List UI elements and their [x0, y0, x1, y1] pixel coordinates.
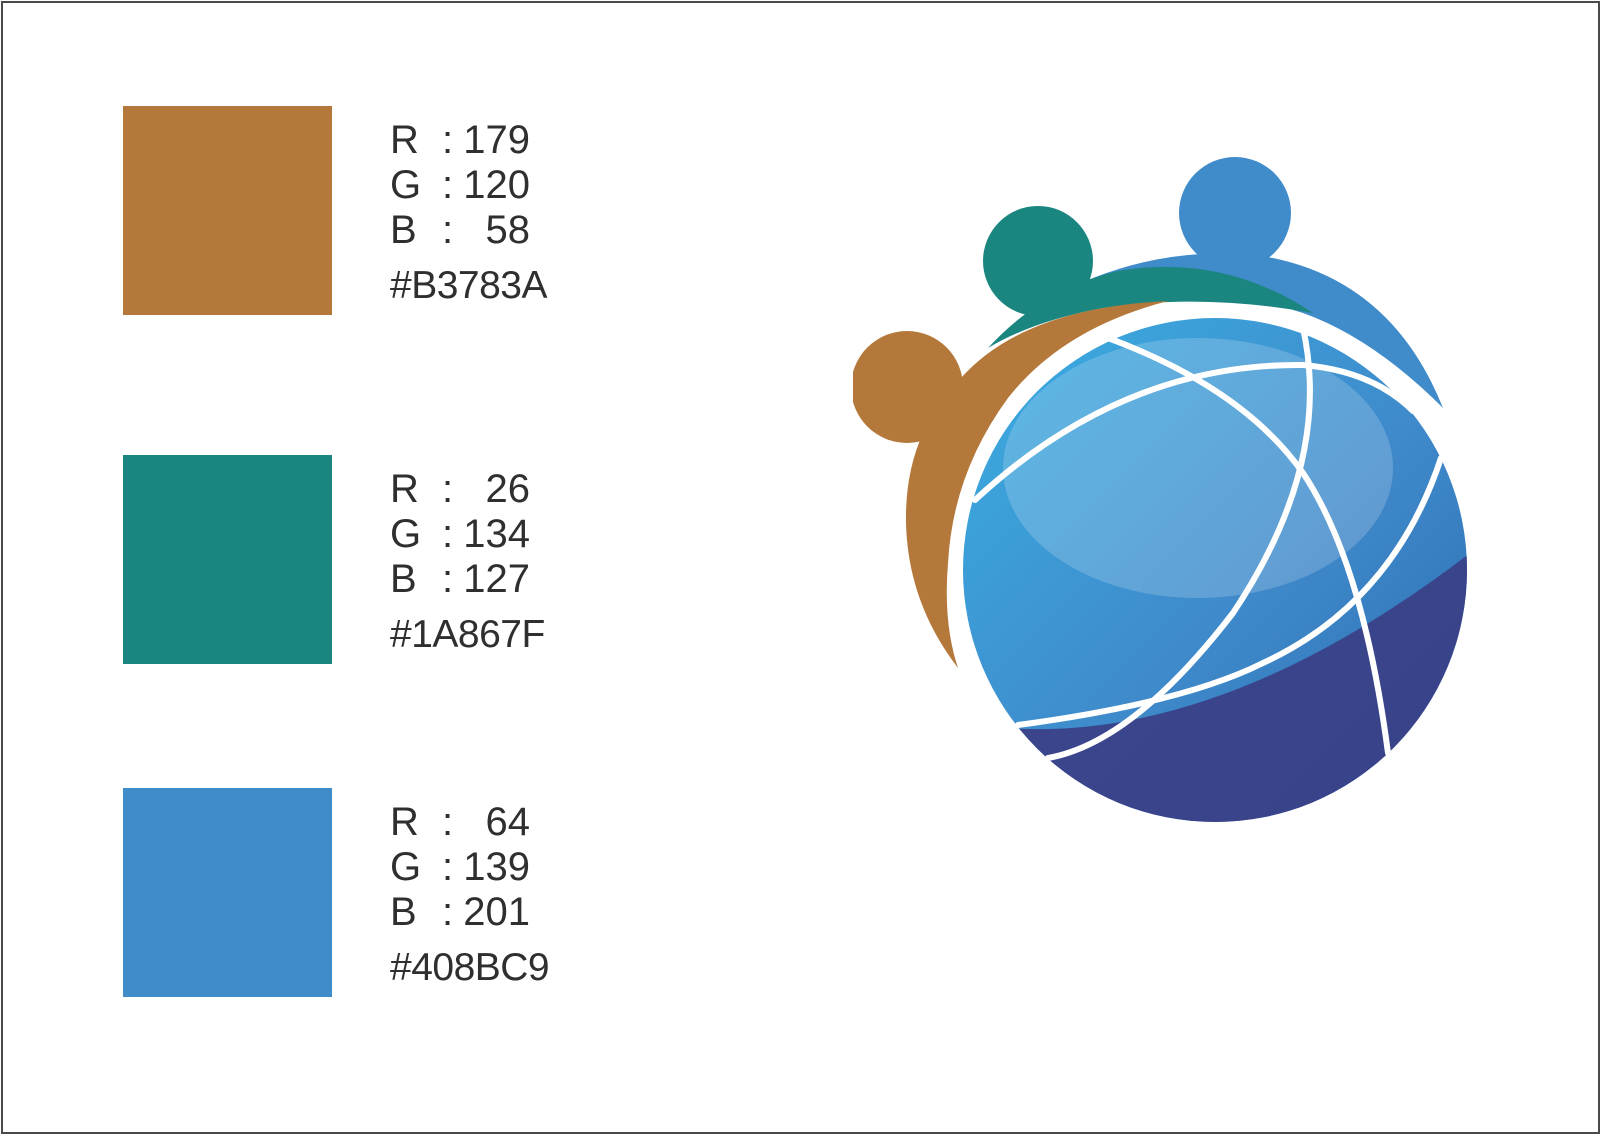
separator: :: [442, 890, 454, 934]
rgb-values: R : 26 G : 134 B : 127: [390, 467, 550, 602]
globe-dark-band: [963, 543, 1467, 822]
separator: :: [442, 118, 454, 162]
hex-code: #B3783A: [390, 264, 547, 307]
color-swatch: [123, 106, 332, 315]
separator: :: [442, 845, 454, 889]
rgb-row-blue: B : 127: [390, 557, 550, 602]
hex-code: #1A867F: [390, 613, 545, 656]
channel-value: 134: [463, 512, 530, 556]
channel-value: 58: [485, 208, 531, 252]
teal-figure-head: [983, 206, 1093, 316]
channel-label: R: [390, 118, 419, 162]
teal-figure-body: [988, 266, 1313, 348]
channel-label: G: [390, 512, 422, 556]
rgb-row-green: G : 134: [390, 512, 550, 557]
meridian-line: [1015, 455, 1444, 728]
rgb-row-red: R : 26: [390, 467, 550, 512]
meridian-line: [1105, 335, 1391, 756]
palette-entry-brown: R : 179 G : 120 B : 58 #B3783A: [123, 106, 623, 316]
color-swatch: [123, 788, 332, 997]
globe-people-logo: [853, 157, 1467, 822]
channel-value: 201: [463, 890, 530, 934]
separator: :: [442, 467, 454, 511]
separator: :: [442, 208, 454, 252]
rgb-row-red: R : 64: [390, 800, 550, 845]
hex-code: #408BC9: [390, 946, 550, 989]
globe: [963, 318, 1467, 822]
color-swatch: [123, 455, 332, 664]
palette-entry-blue: R : 64 G : 139 B : 201 #408BC9: [123, 788, 623, 998]
channel-value: 120: [463, 163, 530, 207]
palette-entry-teal: R : 26 G : 134 B : 127 #1A867F: [123, 455, 623, 665]
separator: :: [442, 512, 454, 556]
globe-meridians: [972, 325, 1444, 761]
channel-value: 64: [485, 800, 531, 844]
meridian-line: [1045, 325, 1313, 761]
rgb-values: R : 64 G : 139 B : 201: [390, 800, 550, 935]
rgb-row-green: G : 139: [390, 845, 550, 890]
channel-label: R: [390, 467, 419, 511]
channel-value: 179: [463, 118, 530, 162]
rgb-values: R : 179 G : 120 B : 58: [390, 118, 550, 253]
rgb-row-red: R : 179: [390, 118, 550, 163]
separator: :: [442, 163, 454, 207]
teal-figure: [983, 206, 1313, 348]
channel-label: B: [390, 208, 417, 252]
rgb-row-green: G : 120: [390, 163, 550, 208]
separator: :: [442, 557, 454, 601]
channel-value: 139: [463, 845, 530, 889]
channel-value: 26: [485, 467, 531, 511]
blue-figure: [1093, 157, 1443, 408]
blue-figure-head: [1179, 157, 1291, 269]
channel-label: G: [390, 163, 422, 207]
rgb-row-blue: B : 201: [390, 890, 550, 935]
channel-label: B: [390, 890, 417, 934]
separator: :: [442, 800, 454, 844]
rgb-row-blue: B : 58: [390, 208, 550, 253]
channel-value: 127: [463, 557, 530, 601]
blue-figure-body: [1093, 253, 1443, 408]
channel-label: G: [390, 845, 422, 889]
channel-label: R: [390, 800, 419, 844]
brown-figure: [853, 301, 1168, 668]
channel-label: B: [390, 557, 417, 601]
meridian-line: [972, 361, 1416, 503]
globe-highlight: [1003, 338, 1393, 598]
brown-figure-body: [905, 301, 1168, 668]
